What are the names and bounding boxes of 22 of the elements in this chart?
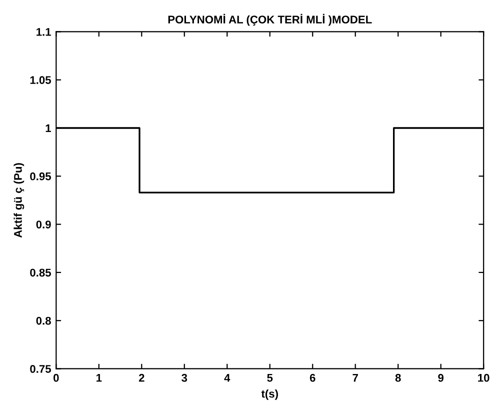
x-tick-label: 0 bbox=[54, 374, 59, 382]
x-tick-label: 8 bbox=[395, 374, 401, 382]
x-tick-label: 10 bbox=[478, 374, 490, 382]
y-tick-label: 0.8 bbox=[36, 316, 51, 325]
y-tick-label: 1.05 bbox=[30, 76, 51, 84]
x-tick-label: 2 bbox=[138, 374, 144, 382]
x-axis-title: t(s) bbox=[261, 390, 278, 400]
x-tick-label: 1 bbox=[96, 374, 102, 382]
y-tick-label: 0.95 bbox=[30, 172, 51, 180]
y-tick-label: 1 bbox=[46, 124, 51, 132]
y-tick-label: 0.85 bbox=[30, 268, 51, 277]
y-axis-title: Aktif gü ç (Pu) bbox=[14, 163, 24, 238]
x-tick-label: 3 bbox=[182, 374, 188, 382]
chart-title: POLYNOMİ AL (ÇOK TERİ MLİ )MODEL bbox=[168, 14, 372, 26]
x-tick-label: 7 bbox=[352, 374, 358, 382]
x-tick-label: 4 bbox=[224, 374, 230, 382]
x-tick-label: 6 bbox=[310, 374, 316, 382]
y-tick-label: 1.1 bbox=[36, 28, 51, 36]
x-tick-label: 9 bbox=[438, 374, 444, 382]
x-tick-label: 5 bbox=[267, 374, 273, 382]
y-tick-label: 0.75 bbox=[30, 365, 51, 373]
y-tick-label: 0.9 bbox=[36, 220, 51, 228]
